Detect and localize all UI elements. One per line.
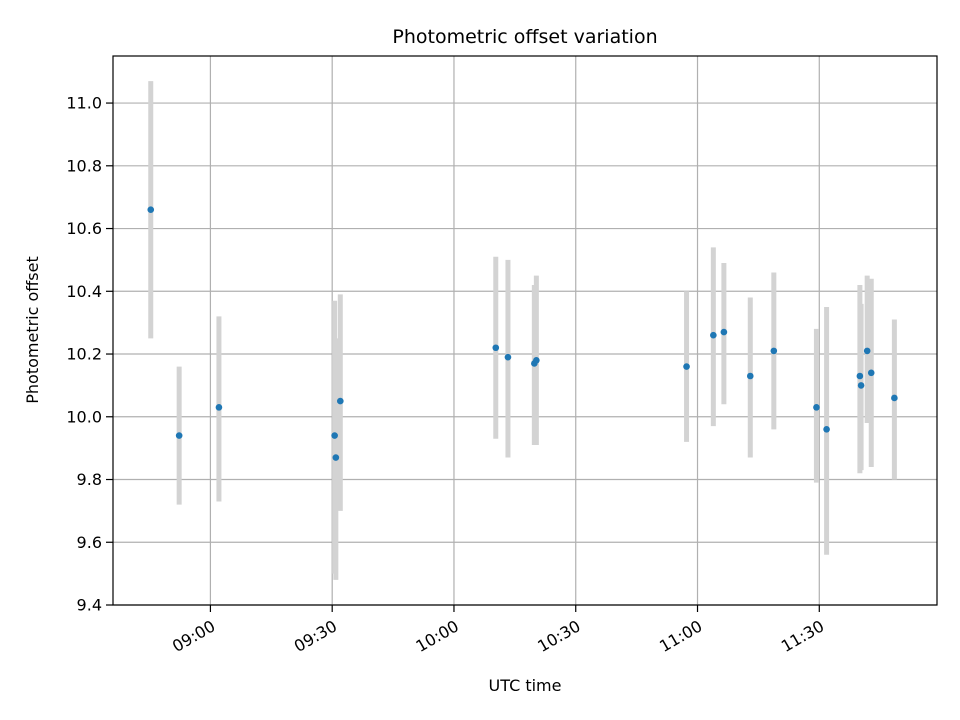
data-point [856, 372, 864, 380]
y-tick-label: 10.6 [66, 219, 102, 238]
grid [113, 56, 937, 606]
data-point [337, 397, 344, 405]
data-point [770, 347, 778, 355]
data-point [813, 404, 820, 411]
data-point [720, 328, 728, 336]
x-axis-title: UTC time [489, 676, 562, 695]
y-tick-label: 9.6 [77, 533, 102, 552]
y-tick-label: 11.0 [66, 94, 102, 113]
y-tick-label: 9.8 [77, 470, 102, 489]
data-point [175, 432, 183, 439]
y-axis-title: Photometric offset [23, 256, 42, 404]
plot-frame [112, 55, 938, 606]
data-point [147, 206, 155, 214]
y-tick-label: 10.0 [66, 407, 102, 426]
data-point [863, 347, 871, 355]
data-points [147, 206, 898, 461]
y-tick-label: 10.2 [66, 345, 102, 364]
data-point [867, 369, 875, 377]
chart-title: Photometric offset variation [392, 26, 657, 48]
y-tick-label: 9.4 [77, 596, 102, 615]
data-point [823, 426, 830, 433]
data-point [332, 454, 340, 461]
y-tick-label: 10.8 [66, 156, 102, 175]
data-point [746, 372, 754, 380]
data-point [533, 357, 540, 364]
data-point [683, 363, 690, 370]
data-point [492, 344, 500, 352]
data-point [857, 382, 865, 389]
data-point [504, 353, 512, 361]
data-point [891, 394, 898, 402]
data-point [215, 404, 223, 411]
y-tick-label: 10.4 [66, 282, 102, 301]
data-point [710, 331, 717, 339]
data-point [331, 432, 338, 439]
